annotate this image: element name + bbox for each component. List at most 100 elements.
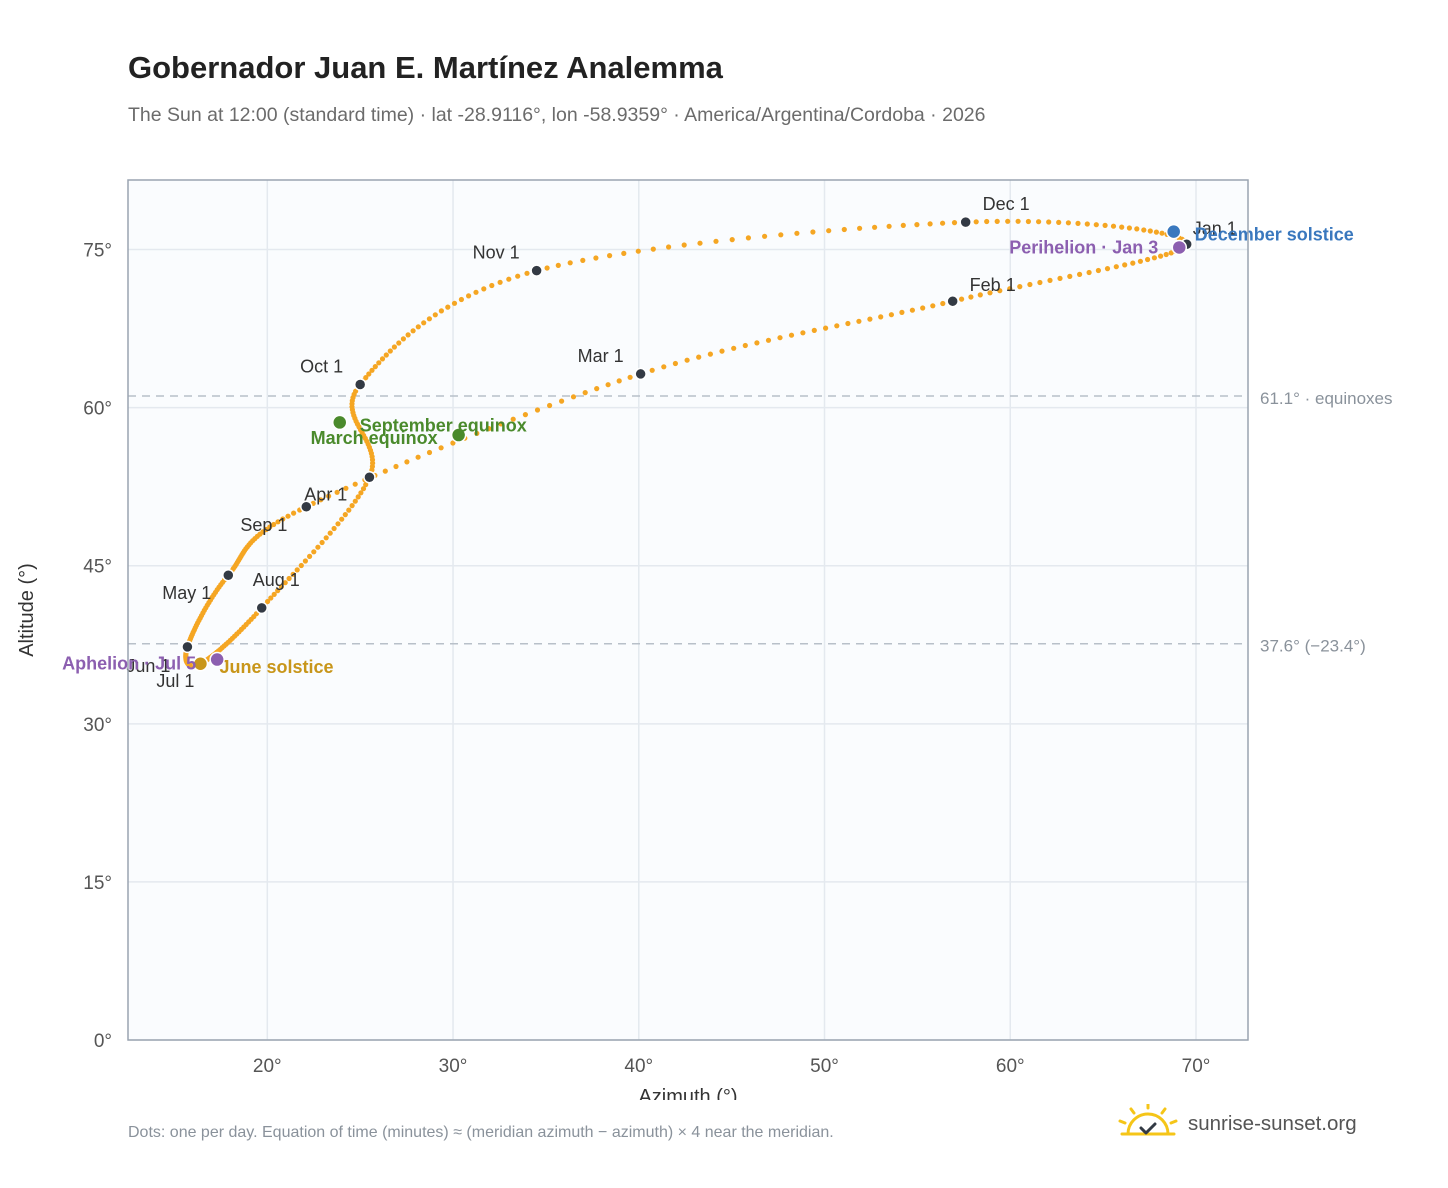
daily-sun-dot [346,507,352,513]
daily-sun-dot [307,553,313,560]
daily-sun-dot [1025,218,1031,225]
daily-sun-dot [275,588,281,594]
daily-sun-dot [1153,229,1159,235]
daily-sun-dot [343,485,349,491]
y-tick-label: 75° [83,241,112,262]
month-marker-label: Jan 1 [1193,218,1237,238]
event-marker [450,427,467,443]
daily-sun-dot [778,232,784,238]
event-label: March equinox [311,428,438,448]
daily-sun-dot [1134,226,1140,232]
daily-sun-dot [649,367,655,373]
daily-sun-dot [522,412,529,418]
daily-sun-dot [387,348,393,354]
x-tick-label: 40° [624,1056,653,1077]
reference-line-label: 37.6° (−23.4°) [1260,637,1366,656]
event-label: June solstice [219,657,333,677]
month-marker [353,378,367,391]
brand[interactable]: sunrise-sunset.org [1118,1102,1357,1146]
daily-sun-dot [567,260,573,266]
footnote: Dots: one per day. Equation of time (min… [128,1124,834,1141]
daily-sun-dot [1056,219,1062,225]
daily-sun-dot [696,354,702,360]
daily-sun-dot [582,390,588,396]
daily-sun-dot [383,352,389,358]
daily-sun-dot [1113,264,1119,270]
daily-sun-dot [927,221,933,227]
daily-sun-dot [474,430,480,436]
daily-sun-dot [1122,262,1128,268]
daily-sun-dot [382,468,388,474]
y-tick-label: 15° [83,873,112,894]
daily-sun-dot [404,459,410,465]
daily-sun-dot [1036,219,1042,225]
daily-sun-dot [426,316,432,322]
x-tick-label: 60° [996,1056,1025,1077]
x-tick-label: 30° [439,1056,468,1077]
brand-name[interactable]: sunrise-sunset.org [1188,1112,1357,1135]
daily-sun-dot [1047,277,1053,283]
daily-sun-dot [1017,284,1023,290]
x-tick-label: 20° [253,1056,282,1077]
daily-sun-dot [1168,250,1174,256]
daily-sun-dot [315,544,321,550]
daily-sun-dot [1093,222,1099,228]
daily-sun-dot [458,296,464,303]
daily-sun-dot [282,580,288,586]
plot-background [128,180,1248,1040]
y-tick-label: 0° [94,1031,112,1052]
daily-sun-dot [1158,253,1164,259]
daily-sun-dot [1130,260,1136,266]
event-label: December solstice [1195,225,1354,245]
daily-sun-dot [605,382,611,388]
daily-sun-dot [481,286,487,292]
daily-sun-dot [672,360,679,367]
daily-sun-dot [393,463,399,470]
daily-sun-dot [286,575,292,582]
daily-sun-dot [1005,218,1011,224]
daily-sun-dot [326,493,332,499]
month-marker-label: Mar 1 [578,346,624,366]
y-tick-label: 60° [83,399,112,420]
daily-sun-dot [826,228,832,234]
daily-sun-dot [940,220,946,226]
daily-sun-dot [856,318,862,324]
daily-sun-dot [886,223,892,229]
daily-sun-dot [323,535,329,541]
daily-sun-dot [547,402,553,409]
daily-sun-dot [498,421,504,427]
daily-sun-dot [607,253,613,259]
daily-sun-dot [432,312,438,318]
daily-sun-dot [486,426,492,432]
daily-sun-dot [379,356,386,362]
daily-sun-dot [635,248,641,254]
daily-sun-dot [788,332,795,338]
daily-sun-dot [363,375,369,381]
daily-sun-dot [968,294,974,300]
daily-sun-dot [544,265,550,271]
daily-sun-dot [318,497,324,503]
daily-sun-dot [334,489,340,495]
daily-sun-dot [697,240,703,246]
daily-sun-dot [271,521,277,528]
daily-sun-dot [959,296,965,302]
y-tick-label: 45° [83,557,112,578]
daily-sun-dot [410,328,416,334]
month-marker [300,500,313,513]
daily-sun-dot [1077,271,1083,277]
daily-sun-dot [534,407,541,413]
daily-sun-dot [1147,228,1153,234]
daily-sun-dot [794,230,800,236]
daily-sun-dot [707,351,714,357]
month-marker-label: Apr 1 [304,485,347,505]
daily-sun-dot [973,219,979,225]
daily-sun-dot [280,516,286,522]
daily-sun-dot [909,307,916,313]
daily-sun-dot [841,226,847,233]
event-marker [209,651,225,668]
daily-sun-dot [271,591,277,598]
month-marker [530,264,543,277]
daily-sun-dot [940,300,946,307]
